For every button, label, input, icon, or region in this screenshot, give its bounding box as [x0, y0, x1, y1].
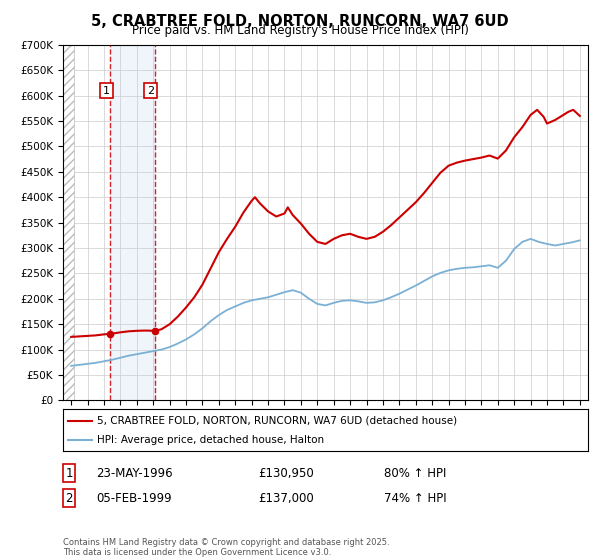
Bar	[110, 45, 155, 400]
Text: 1: 1	[103, 86, 110, 96]
Text: 2: 2	[147, 86, 154, 96]
Text: Price paid vs. HM Land Registry's House Price Index (HPI): Price paid vs. HM Land Registry's House …	[131, 24, 469, 37]
Text: £137,000: £137,000	[258, 492, 314, 505]
Text: 74% ↑ HPI: 74% ↑ HPI	[384, 492, 446, 505]
Text: Contains HM Land Registry data © Crown copyright and database right 2025.
This d: Contains HM Land Registry data © Crown c…	[63, 538, 389, 557]
Text: 80% ↑ HPI: 80% ↑ HPI	[384, 466, 446, 480]
Text: 2: 2	[65, 492, 73, 505]
Text: HPI: Average price, detached house, Halton: HPI: Average price, detached house, Halt…	[97, 435, 324, 445]
Text: 23-MAY-1996: 23-MAY-1996	[96, 466, 173, 480]
Text: 05-FEB-1999: 05-FEB-1999	[96, 492, 172, 505]
Text: £130,950: £130,950	[258, 466, 314, 480]
Bar	[63, 45, 74, 400]
Text: 5, CRABTREE FOLD, NORTON, RUNCORN, WA7 6UD: 5, CRABTREE FOLD, NORTON, RUNCORN, WA7 6…	[91, 14, 509, 29]
Text: 5, CRABTREE FOLD, NORTON, RUNCORN, WA7 6UD (detached house): 5, CRABTREE FOLD, NORTON, RUNCORN, WA7 6…	[97, 416, 457, 426]
Text: 1: 1	[65, 466, 73, 480]
